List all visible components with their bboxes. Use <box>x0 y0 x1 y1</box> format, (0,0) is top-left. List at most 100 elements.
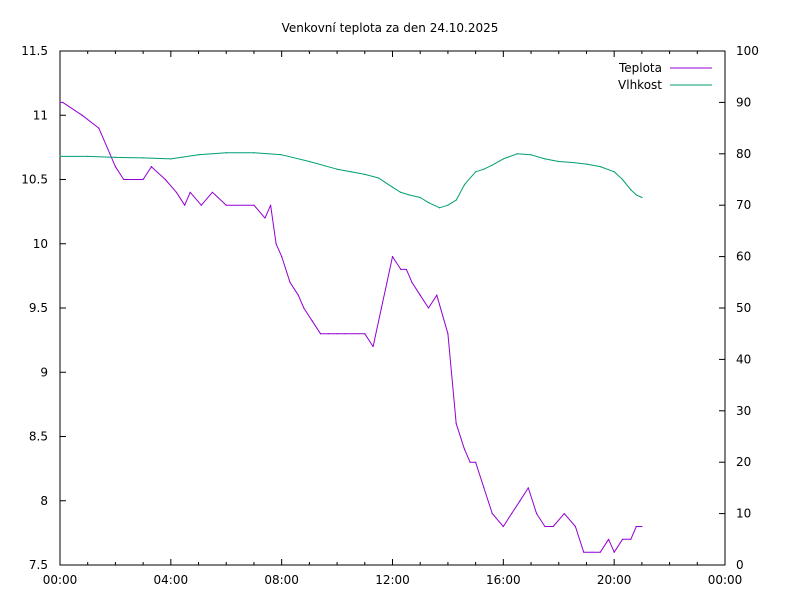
series-point-teplota <box>269 204 272 206</box>
series-point-teplota <box>98 127 100 129</box>
series-point-teplota <box>483 487 485 489</box>
series-point-teplota <box>427 307 430 309</box>
series-point-teplota <box>475 461 477 463</box>
series-layer <box>59 101 643 553</box>
series-point-vlhkost <box>641 196 643 199</box>
x-tick-label: 00:00 <box>708 573 743 587</box>
series-point-teplota <box>175 191 177 193</box>
series-point-vlhkost <box>427 202 430 204</box>
series-point-teplota <box>563 513 565 515</box>
series-point-teplota <box>635 525 637 528</box>
series-point-vlhkost <box>585 163 588 165</box>
series-point-vlhkost <box>336 168 338 170</box>
series-point-teplota <box>519 500 521 502</box>
x-tick-label: 12:00 <box>375 573 410 587</box>
series-point-teplota <box>447 333 449 335</box>
y-right-tick-label: 20 <box>736 455 751 469</box>
y-left-tick-label: 10.5 <box>21 173 48 187</box>
series-point-teplota <box>386 281 388 283</box>
series-point-teplota <box>491 513 493 515</box>
series-point-vlhkost <box>502 158 504 160</box>
y-left-tick-label: 7.5 <box>29 558 48 572</box>
series-point-vlhkost <box>114 156 117 158</box>
series-point-teplota <box>463 448 466 450</box>
series-point-teplota <box>405 268 407 271</box>
series-point-teplota <box>591 551 593 553</box>
series-point-vlhkost <box>447 204 449 206</box>
series-point-vlhkost <box>475 171 477 173</box>
y-right-tick-label: 100 <box>736 44 759 58</box>
series-point-vlhkost <box>170 158 172 160</box>
series-point-teplota <box>150 166 153 168</box>
series-point-teplota <box>411 281 413 283</box>
plot-frame <box>59 50 726 566</box>
series-point-teplota <box>336 333 338 335</box>
series-point-teplota <box>511 513 513 515</box>
y-right-tick-label: 90 <box>736 95 751 109</box>
series-point-vlhkost <box>463 184 466 186</box>
legend-label-teplota: Teplota <box>618 61 662 75</box>
series-point-vlhkost <box>483 168 485 170</box>
series-point-teplota <box>114 166 117 168</box>
series-point-vlhkost <box>87 155 89 157</box>
series-point-teplota <box>380 307 383 309</box>
series-point-vlhkost <box>400 191 402 193</box>
series-point-teplota <box>62 101 64 103</box>
series-point-teplota <box>311 320 313 322</box>
series-point-vlhkost <box>613 171 615 173</box>
x-tick-label: 04:00 <box>154 573 189 587</box>
y-axis-left: 7.5 8 8.5 9 9.5 10 10.5 11 11.5 <box>21 44 66 572</box>
series-point-teplota <box>613 551 615 553</box>
series-point-teplota <box>544 525 546 528</box>
series-point-teplota <box>225 204 227 206</box>
y-right-tick-label: 50 <box>736 301 751 315</box>
y-axis-right: 0 10 20 30 40 50 60 70 80 90 100 <box>719 44 759 572</box>
series-point-teplota <box>275 243 277 245</box>
series-point-vlhkost <box>142 157 144 159</box>
y-left-tick-label: 8 <box>40 494 48 508</box>
series-point-teplota <box>211 191 213 193</box>
series-point-teplota <box>184 204 186 206</box>
series-point-vlhkost <box>544 158 546 160</box>
series-point-teplota <box>81 114 83 116</box>
series-point-teplota <box>281 256 283 258</box>
y-right-tick-label: 80 <box>736 147 751 161</box>
series-point-teplota <box>59 101 61 103</box>
series-point-teplota <box>599 551 601 553</box>
series-point-vlhkost <box>59 155 61 157</box>
series-point-teplota <box>200 204 202 206</box>
series-point-teplota <box>502 525 504 528</box>
series-point-vlhkost <box>599 166 601 168</box>
series-line-vlhkost <box>60 152 643 209</box>
series-point-teplota <box>436 294 438 296</box>
x-axis: 00:00 04:00 08:00 12:00 16:00 20:00 00:00 <box>43 51 743 587</box>
legend-label-vlhkost: Vlhkost <box>618 78 662 92</box>
series-point-teplota <box>253 204 255 206</box>
series-point-teplota <box>535 513 538 515</box>
y-right-tick-label: 0 <box>736 558 744 572</box>
x-tick-label: 20:00 <box>597 573 632 587</box>
y-right-tick-label: 30 <box>736 404 751 418</box>
series-point-vlhkost <box>455 199 457 201</box>
chart-title: Venkovní teplota za den 24.10.2025 <box>282 21 499 35</box>
series-point-vlhkost <box>197 154 200 156</box>
y-left-tick-label: 9 <box>40 365 48 379</box>
series-point-vlhkost <box>225 152 227 154</box>
series-point-vlhkost <box>364 173 366 175</box>
series-point-teplota <box>583 551 585 553</box>
series-point-vlhkost <box>516 153 518 155</box>
series-point-teplota <box>419 294 421 296</box>
x-tick-label: 08:00 <box>264 573 299 587</box>
series-line-teplota <box>60 101 642 553</box>
series-point-vlhkost <box>530 154 532 156</box>
series-point-teplota <box>364 333 366 335</box>
series-point-vlhkost <box>419 196 421 199</box>
series-point-teplota <box>527 487 529 489</box>
series-point-teplota <box>289 281 291 283</box>
series-point-teplota <box>328 333 330 335</box>
series-point-vlhkost <box>391 186 394 188</box>
series-point-vlhkost <box>439 207 441 209</box>
y-left-tick-label: 11.5 <box>21 44 48 58</box>
series-point-vlhkost <box>378 177 380 179</box>
series-point-teplota <box>608 538 610 540</box>
